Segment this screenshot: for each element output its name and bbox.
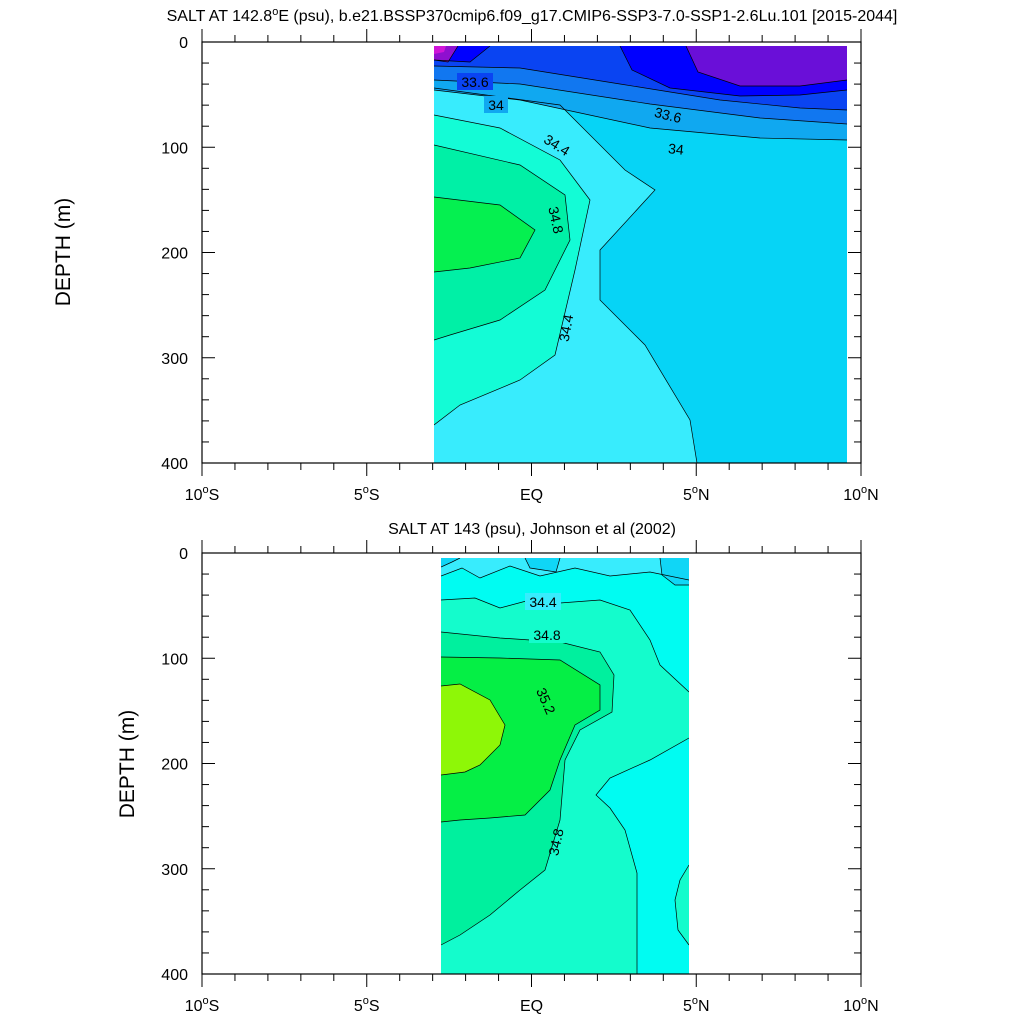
fill-33.2 [686,46,847,86]
contour-label: 34.8 [545,827,566,857]
x-tick-label: 10oS [185,995,220,1015]
chart-title-bottom: SALT AT 143 (psu), Johnson et al (2002) [388,521,676,538]
fill-34.2 [434,46,847,463]
y-tick-label: 300 [161,862,188,879]
y-tick-label: 200 [161,757,188,774]
contour-labels-top: 33.6 34 33.6 34 34.4 34.8 34.4 [457,73,685,343]
contour-lines-bottom [441,558,689,974]
y-tick-label: 400 [161,967,188,984]
x-tick-label: 5oN [683,484,710,504]
y-axis-label-bottom: DEPTH (m) [116,710,139,819]
contour-label: 34.4 [556,313,577,343]
panel-model: SALT AT 142.8oE (psu), b.e21.BSSP370cmip… [52,6,897,504]
y-axis-label-top: DEPTH (m) [52,198,75,307]
contour-label: 33.6 [461,74,488,90]
chart-title-top: SALT AT 142.8oE (psu), b.e21.BSSP370cmip… [167,6,898,25]
fill-35.4 [441,684,505,775]
x-tick-label: 10oS [185,484,220,504]
y-tick-label: 300 [161,351,188,368]
y-tick-label: 100 [161,651,188,668]
y-tick-label: 0 [179,546,188,563]
contour-label: 34.4 [529,594,556,610]
x-tick-label: 10oN [843,484,878,504]
y-tick-label: 200 [161,246,188,263]
x-tick-label: EQ [520,487,543,504]
x-tick-label: 10oN [843,995,878,1015]
contour-fill-top [434,46,847,463]
contour-label: 34 [667,140,684,158]
fill-34.8-east [675,865,689,945]
x-tick-label: 5oS [354,484,380,504]
panel-observations: SALT AT 143 (psu), Johnson et al (2002) [116,521,879,1015]
contour-label: 34 [488,97,504,113]
x-tick-label: EQ [520,998,543,1015]
axes-bottom: 10oS 5oS EQ 5oN 10oN 0 100 200 300 400 [161,540,879,1015]
fill-35.0 [434,197,535,272]
contour-fill-bottom [441,558,689,974]
contour-label: 34.8 [533,627,560,643]
y-tick-label: 400 [161,456,188,473]
fill-32.8 [434,46,446,54]
fill-34.4 [441,558,689,580]
axes-top: 10oS 5oS EQ 5oN 10oN 0 100 200 300 400 [161,29,879,504]
x-tick-label: 5oN [683,995,710,1015]
contour-label: 33.6 [653,104,684,126]
y-tick-label: 0 [179,35,188,52]
y-tick-label: 100 [161,140,188,157]
contour-label: 34.8 [545,205,566,235]
x-tick-label: 5oS [354,995,380,1015]
